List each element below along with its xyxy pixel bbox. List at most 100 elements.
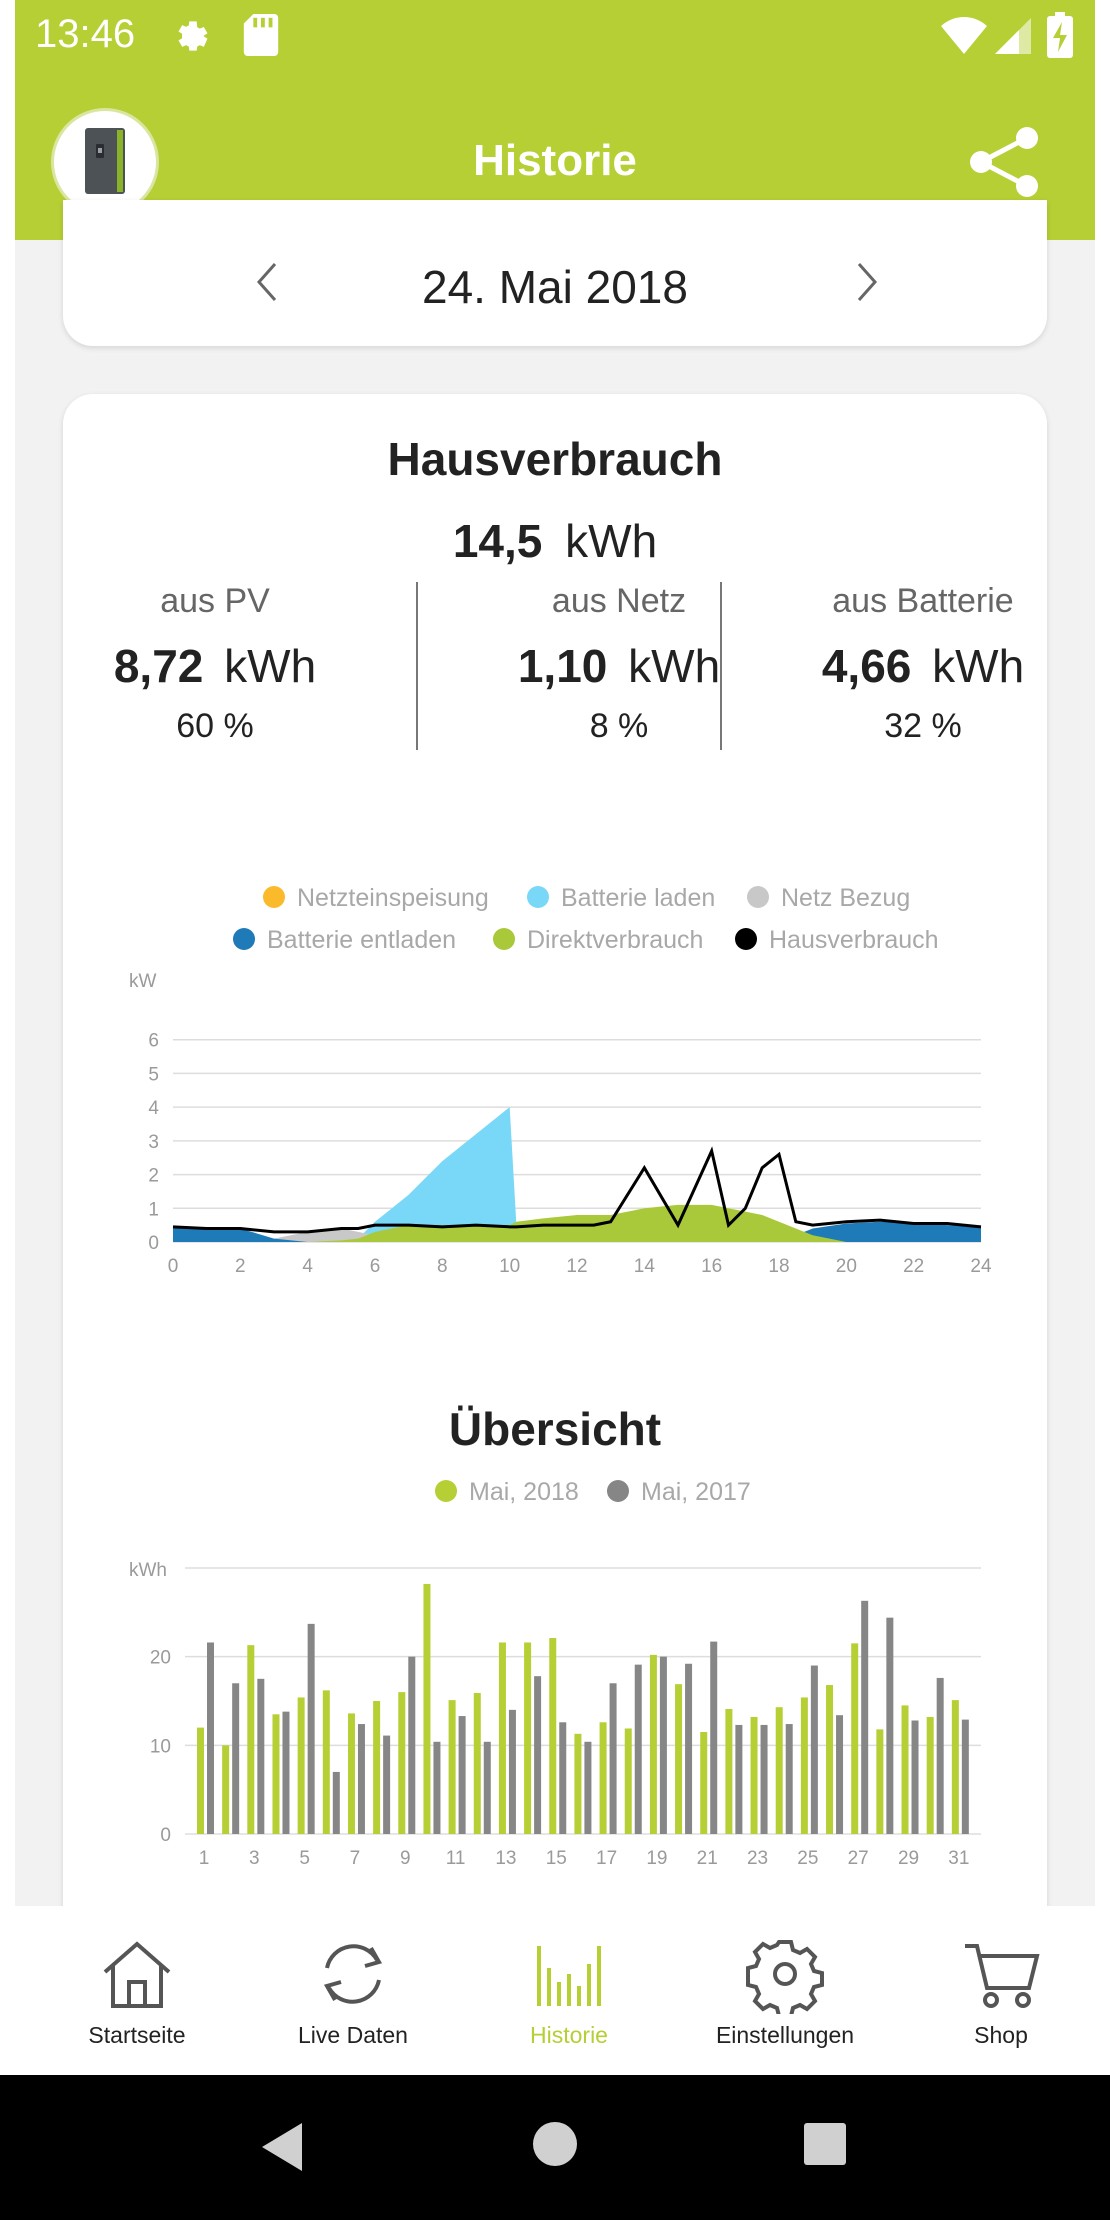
legend-direktverbrauch[interactable]: Direktverbrauch [493, 926, 703, 955]
legend-label: Direktverbrauch [527, 926, 704, 954]
consumption-column-grid: aus Netz 1,10 kWh 8 % [367, 582, 720, 752]
bar-may-2017 [508, 1709, 516, 1834]
bar-may-2018 [473, 1693, 481, 1834]
x-tick-label: 16 [701, 1256, 722, 1277]
nav-label: Historie [530, 2022, 608, 2048]
consumption-total: 14,5 kWh [63, 514, 1047, 568]
x-tick-label: 6 [370, 1256, 381, 1277]
bar-may-2018 [297, 1697, 305, 1834]
column-value-unit: kWh [932, 640, 1025, 692]
bar-may-2018 [926, 1716, 934, 1834]
sd-card-icon [243, 14, 279, 56]
bar-may-2018 [800, 1697, 808, 1834]
bar-may-2017 [810, 1665, 818, 1834]
back-icon[interactable] [258, 2119, 306, 2175]
x-tick-label: 29 [898, 1848, 919, 1869]
share-icon[interactable] [967, 124, 1043, 200]
legend-dot-hausverbrauch [735, 928, 757, 950]
previous-day-button[interactable] [253, 260, 283, 304]
bar-may-2017 [911, 1720, 919, 1834]
column-value-number: 8,72 [113, 640, 204, 692]
legend-netzeinspeisung[interactable]: Netzteinspeisung [263, 884, 489, 913]
nav-item-shop[interactable]: Shop [893, 1906, 1095, 2075]
x-tick-label: 27 [848, 1848, 869, 1869]
y-tick-label: 4 [148, 1098, 159, 1119]
legend-hausverbrauch[interactable]: Hausverbrauch [735, 926, 939, 955]
bar-may-2017 [634, 1664, 642, 1834]
legend-may-2017[interactable]: Mai, 2017 [607, 1478, 751, 1507]
bar-may-2018 [272, 1714, 280, 1834]
column-value-unit: kWh [628, 640, 721, 692]
legend-dot-batterie-entladen [233, 928, 255, 950]
x-tick-label: 13 [495, 1848, 516, 1869]
bar-may-2017 [584, 1741, 592, 1834]
bar-may-2017 [836, 1715, 844, 1834]
bar-may-2018 [599, 1722, 607, 1834]
bar-may-2018 [247, 1645, 255, 1834]
legend-dot-direktverbrauch [493, 928, 515, 950]
app-screen: 13:46 Histori [15, 0, 1095, 2075]
legend-dot-netzeinspeisung [263, 886, 285, 908]
bar-may-2018 [549, 1638, 557, 1834]
bar-may-2018 [700, 1732, 708, 1834]
bar-may-2017 [760, 1724, 768, 1834]
x-tick-label: 21 [697, 1848, 718, 1869]
y-tick-label: 10 [150, 1736, 171, 1757]
nav-label: Einstellungen [715, 2022, 855, 2048]
bar-may-2017 [282, 1711, 290, 1834]
y-tick-label: 6 [148, 1031, 159, 1052]
bar-may-2018 [448, 1700, 456, 1834]
bar-may-2018 [398, 1692, 406, 1834]
legend-batterie-entladen[interactable]: Batterie entladen [233, 926, 456, 955]
bar-may-2018 [675, 1684, 683, 1834]
bar-may-2017 [257, 1678, 265, 1834]
x-tick-label: 3 [249, 1848, 260, 1869]
system-navigation-bar [0, 2075, 1110, 2220]
bar-may-2018 [197, 1727, 204, 1834]
nav-item-live-daten[interactable]: Live Daten [245, 1906, 461, 2075]
bar-may-2018 [775, 1707, 783, 1834]
x-tick-label: 23 [747, 1848, 768, 1869]
bar-may-2018 [826, 1685, 834, 1834]
nav-item-einstellungen[interactable]: Einstellungen [677, 1906, 893, 2075]
legend-dot-may-2018 [435, 1480, 457, 1502]
x-tick-label: 9 [400, 1848, 411, 1869]
legend-label: Netz Bezug [781, 884, 911, 912]
selected-date[interactable]: 24. Mai 2018 [422, 261, 688, 313]
x-tick-label: 19 [646, 1848, 667, 1869]
column-percent: 8 % [589, 707, 649, 745]
bar-may-2017 [685, 1663, 693, 1834]
bar-may-2017 [559, 1722, 567, 1834]
bar-may-2018 [951, 1700, 959, 1834]
bar-may-2018 [373, 1701, 381, 1834]
home-circle-icon[interactable] [532, 2121, 578, 2167]
nav-label: Live Daten [298, 2022, 408, 2048]
x-tick-label: 0 [168, 1256, 179, 1277]
column-value: 8,72 kWh [63, 639, 367, 693]
bar-may-2018 [901, 1705, 909, 1834]
bar-may-2017 [861, 1600, 869, 1834]
device-avatar[interactable] [51, 108, 159, 216]
y-axis-label: kW [129, 971, 157, 992]
x-tick-label: 5 [299, 1848, 310, 1869]
bar-may-2017 [207, 1642, 214, 1834]
legend-netz-bezug[interactable]: Netz Bezug [747, 884, 910, 913]
history-bars-icon [537, 1946, 601, 2006]
y-axis-label: kWh [129, 1560, 167, 1581]
nav-item-historie[interactable]: Historie [461, 1906, 677, 2075]
consumption-column-pv: aus PV 8,72 kWh 60 % [63, 582, 367, 752]
x-tick-label: 8 [437, 1256, 448, 1277]
column-percent: 60 % [176, 707, 254, 745]
recents-icon[interactable] [802, 2121, 848, 2167]
bar-may-2017 [408, 1656, 416, 1834]
nav-item-startseite[interactable]: Startseite [29, 1906, 245, 2075]
gear-icon [746, 1940, 824, 2014]
wifi-icon [941, 17, 987, 54]
legend-batterie-laden[interactable]: Batterie laden [527, 884, 715, 913]
x-tick-label: 12 [566, 1256, 587, 1277]
legend-may-2018[interactable]: Mai, 2018 [435, 1478, 579, 1507]
next-day-button[interactable] [851, 260, 881, 304]
history-card: Hausverbrauch 14,5 kWh aus PV 8,72 kWh 6… [63, 394, 1047, 1954]
